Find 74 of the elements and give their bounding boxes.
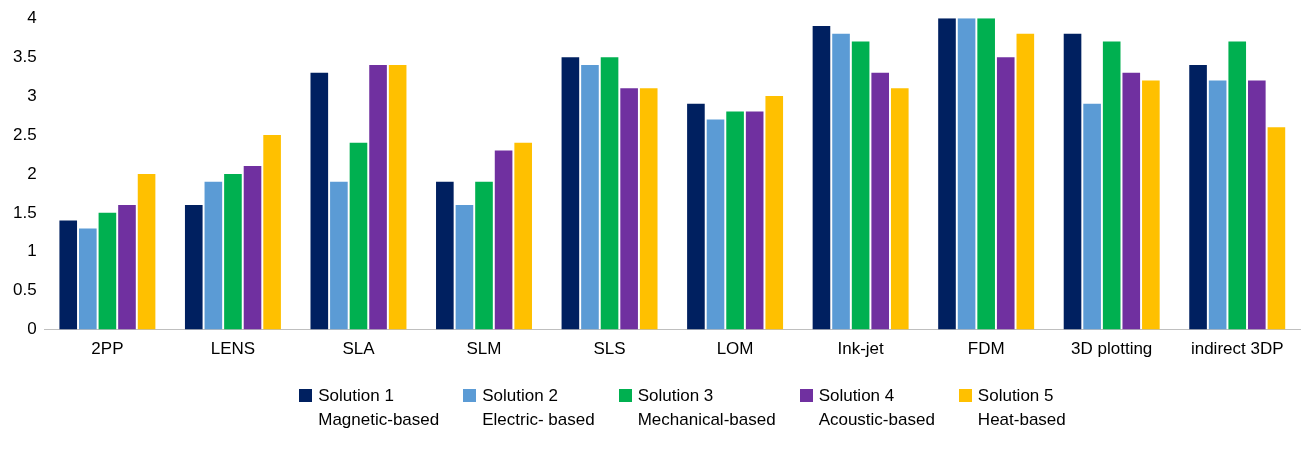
bar <box>620 88 638 330</box>
bar <box>745 111 764 330</box>
bar <box>263 134 281 330</box>
bar <box>600 57 619 330</box>
x-tick-label: LOM <box>716 339 754 359</box>
bar <box>310 72 329 330</box>
x-tick-label: 2PP <box>91 339 124 359</box>
y-tick-label: 0 <box>27 319 37 339</box>
legend-label: Solution 2 Electric- based <box>482 385 595 431</box>
bar <box>581 64 599 330</box>
bar <box>1248 80 1266 330</box>
bar <box>349 142 368 330</box>
x-tick-label: Ink-jet <box>837 339 885 359</box>
x-tick-label: SLS <box>593 339 626 359</box>
x-tick-label: 3D plotting <box>1071 339 1153 359</box>
bar <box>765 96 784 330</box>
bar <box>687 103 705 330</box>
y-tick-label: 4 <box>27 7 37 27</box>
bar <box>1142 80 1160 330</box>
y-tick-label: 3.5 <box>12 46 37 66</box>
y-tick-label: 3 <box>27 85 37 105</box>
bar <box>137 173 156 330</box>
bar <box>436 181 454 330</box>
bar <box>1083 103 1101 330</box>
legend-label: Solution 4 Acoustic-based <box>818 385 935 431</box>
bar <box>812 25 831 330</box>
bar <box>561 57 580 330</box>
bar <box>184 205 203 330</box>
bar <box>79 228 97 330</box>
bar <box>996 57 1015 330</box>
bar <box>243 166 262 330</box>
bar <box>1102 41 1121 330</box>
bar <box>475 181 493 330</box>
bar <box>369 64 387 330</box>
x-tick-label: LENS <box>210 339 256 359</box>
bar <box>726 111 744 330</box>
legend-label: Solution 1 Magnetic-based <box>318 385 440 431</box>
bar <box>832 33 850 330</box>
bar <box>330 181 348 330</box>
bar <box>1063 33 1082 330</box>
bar <box>706 119 725 330</box>
bar <box>455 205 474 330</box>
y-tick-label: 2.5 <box>12 124 37 144</box>
bar <box>977 18 995 330</box>
bar <box>1189 64 1207 330</box>
bar <box>388 64 407 330</box>
bar <box>224 173 242 330</box>
bar <box>871 72 890 330</box>
legend-label: Solution 3 Mechanical-based <box>637 385 776 431</box>
y-tick-label: 2 <box>27 163 37 183</box>
x-tick-label: SLA <box>342 339 376 359</box>
y-tick-label: 0.5 <box>12 280 37 300</box>
y-tick-label: 1 <box>27 241 37 261</box>
x-tick-label: indirect 3DP <box>1190 339 1284 359</box>
bar <box>204 181 223 330</box>
y-tick-label: 1.5 <box>12 202 37 222</box>
bar <box>98 212 117 330</box>
bar <box>938 18 956 330</box>
bar <box>1016 33 1035 330</box>
bar <box>494 150 513 330</box>
bar <box>1267 127 1286 330</box>
legend-label: Solution 5 Heat-based <box>977 385 1066 431</box>
bar <box>957 18 976 330</box>
x-tick-label: SLM <box>466 339 502 359</box>
bar <box>890 88 909 330</box>
bar <box>1122 72 1141 330</box>
x-tick-label: FDM <box>967 339 1005 359</box>
bar <box>59 220 78 330</box>
bar <box>514 142 532 330</box>
bar <box>851 41 870 330</box>
bar <box>118 205 136 330</box>
bar <box>1208 80 1227 330</box>
bar <box>639 88 658 330</box>
bar <box>1228 41 1247 330</box>
